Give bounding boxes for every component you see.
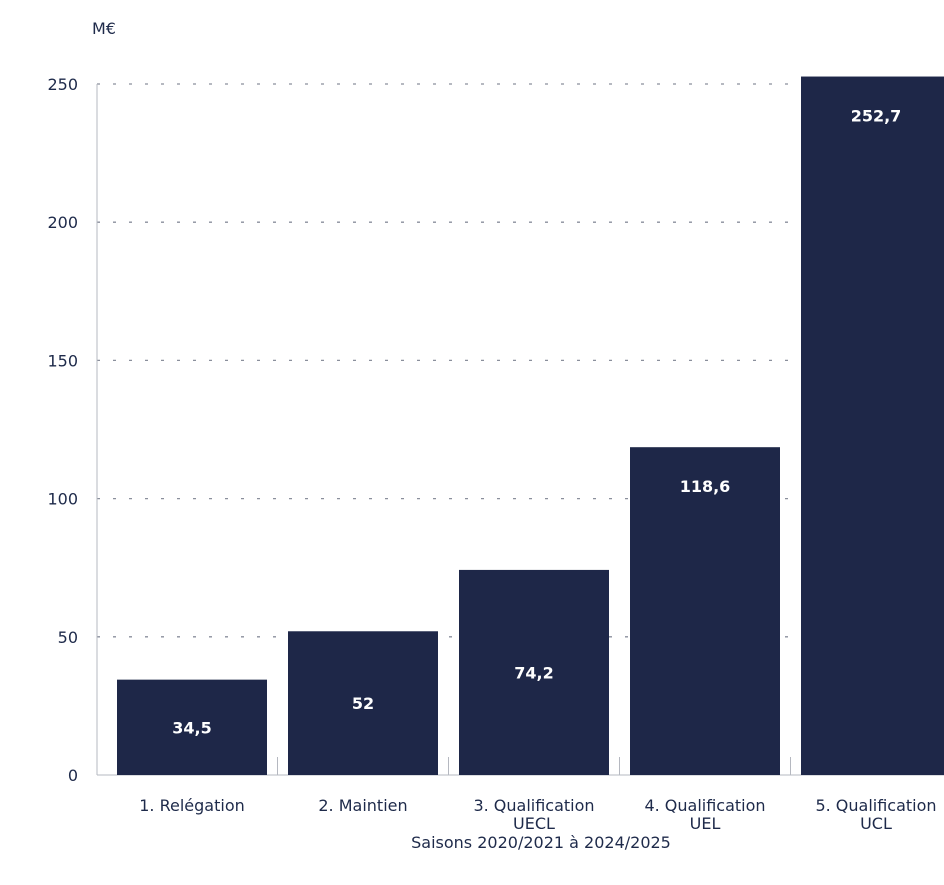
data-label-4: 118,6 — [680, 477, 731, 496]
y-tick-label-100: 100 — [47, 490, 78, 509]
x-category-label-4-line-1: 4. Qualification — [644, 796, 765, 815]
x-category-label-3-line-2: UECL — [513, 814, 555, 833]
bar-4 — [630, 447, 780, 775]
bar-2 — [288, 631, 438, 775]
x-category-label-5-line-1: 5. Qualification — [815, 796, 936, 815]
x-category-label-4-line-2: UEL — [690, 814, 721, 833]
bar-5 — [801, 76, 944, 775]
x-axis-label: Saisons 2020/2021 à 2024/2025 — [411, 833, 671, 852]
data-label-1: 34,5 — [172, 718, 211, 737]
bar-3 — [459, 569, 609, 775]
y-tick-label-150: 150 — [47, 351, 78, 370]
x-category-label-3-line-1: 3. Qualification — [473, 796, 594, 815]
x-category-label-2-line-1: 2. Maintien — [318, 796, 407, 815]
y-tick-label-200: 200 — [47, 213, 78, 232]
y-axis-ticks: 0 50 100 150 200 250 — [47, 75, 78, 785]
x-category-label-5-line-2: UCL — [860, 814, 892, 833]
data-label-5: 252,7 — [851, 107, 902, 126]
bars: 34,5 52 74,2 118,6 252,7 — [117, 76, 944, 775]
x-axis-categories: 1. Relégation 2. Maintien 3. Qualification… — [139, 796, 936, 833]
y-tick-label-0: 0 — [68, 766, 78, 785]
y-tick-label-50: 50 — [58, 628, 78, 647]
x-category-label-1-line-1: 1. Relégation — [139, 796, 245, 815]
unit-label: M€ — [92, 19, 116, 38]
y-tick-label-250: 250 — [47, 75, 78, 94]
bar-1 — [117, 679, 267, 775]
data-label-3: 74,2 — [514, 663, 553, 682]
data-label-2: 52 — [352, 694, 374, 713]
